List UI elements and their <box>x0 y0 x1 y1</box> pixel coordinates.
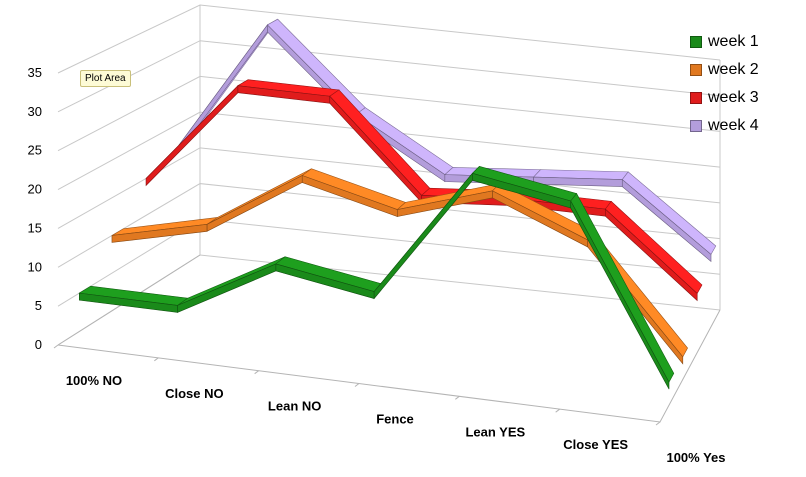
legend-swatch <box>690 64 702 76</box>
y-tick-label: 25 <box>28 143 42 158</box>
legend-item: week 4 <box>690 112 802 140</box>
gridline <box>57 4 721 74</box>
gridline <box>57 40 721 113</box>
x-tick-label: Lean YES <box>465 424 525 439</box>
x-tick-mark <box>655 421 661 426</box>
x-tick-label: Close NO <box>165 386 224 401</box>
series-segment <box>177 263 277 313</box>
legend-swatch <box>690 36 702 48</box>
series-layer <box>78 18 717 390</box>
y-tick-label: 35 <box>28 65 42 80</box>
series-segment <box>145 84 239 187</box>
series-segment <box>605 208 698 302</box>
legend-label: week 3 <box>708 89 759 106</box>
x-tick-mark <box>354 383 360 387</box>
series-segment <box>570 200 670 390</box>
y-axis-ticks: 0 5 10 15 20 25 30 35 <box>28 65 42 352</box>
x-tick-mark <box>455 395 460 400</box>
series-segment <box>621 178 712 263</box>
y-tick-label: 30 <box>28 104 42 119</box>
x-tick-label: Close YES <box>563 437 628 452</box>
floor-edge <box>57 309 721 423</box>
legend-swatch <box>690 92 702 104</box>
legend-label: week 1 <box>708 33 759 50</box>
legend-item: week 3 <box>690 84 802 112</box>
y-tick-label: 10 <box>28 259 42 274</box>
grid-layer <box>53 4 721 426</box>
legend: week 1 week 2 week 3 week 4 <box>690 28 802 140</box>
legend-item: week 2 <box>690 56 802 84</box>
x-tick-mark <box>555 408 560 413</box>
y-tick-label: 0 <box>35 337 42 352</box>
legend-item: week 1 <box>690 28 802 56</box>
x-tick-label: Fence <box>376 412 414 427</box>
x-tick-label: Lean NO <box>268 399 321 414</box>
legend-swatch <box>690 120 702 132</box>
y-tick-label: 5 <box>35 298 42 313</box>
x-axis-ticks: 100% NO Close NO Lean NO Fence Lean YES Close… <box>66 373 726 465</box>
x-tick-mark <box>254 370 259 375</box>
series-segment <box>206 175 303 232</box>
series-segment-top <box>177 256 286 306</box>
series-week-1 <box>78 165 675 390</box>
y-tick-label: 20 <box>28 182 42 197</box>
legend-label: week 4 <box>708 117 759 134</box>
series-week-4 <box>178 18 717 263</box>
x-tick-mark <box>154 357 159 362</box>
series-segment-top <box>301 168 407 210</box>
y-tick-label: 15 <box>28 220 42 235</box>
plot-area-tooltip: Plot Area <box>80 70 131 87</box>
legend-label: week 2 <box>708 61 759 78</box>
x-tick-label: 100% NO <box>66 373 122 388</box>
x-tick-label: 100% Yes <box>666 450 725 465</box>
x-tick-mark <box>53 344 59 349</box>
